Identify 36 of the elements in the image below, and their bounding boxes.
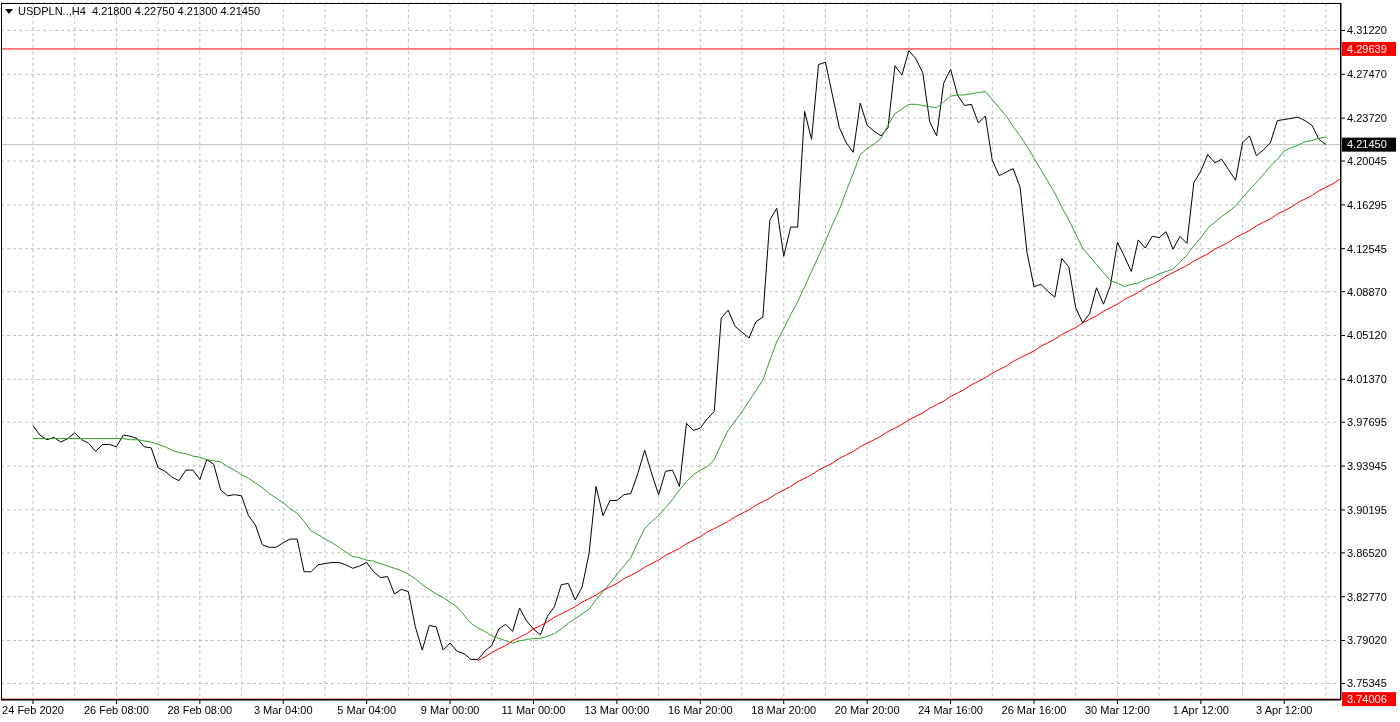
y-tick-label: 4.20045	[1347, 154, 1387, 167]
x-tick-label: 28 Feb 08:00	[167, 703, 233, 716]
ref-line-label: 3.74006	[1347, 692, 1387, 705]
y-tick-label: 4.27470	[1347, 68, 1387, 81]
y-tick-label: 3.93945	[1347, 459, 1387, 472]
y-tick-label: 4.23720	[1347, 112, 1387, 125]
y-tick-label: 3.75345	[1347, 677, 1387, 690]
x-tick-label: 1 Apr 12:00	[1172, 703, 1229, 716]
y-tick-label: 4.05120	[1347, 329, 1387, 342]
x-tick-label: 26 Feb 08:00	[83, 703, 149, 716]
y-tick-label: 3.79020	[1347, 634, 1387, 647]
x-tick-label: 3 Mar 04:00	[253, 703, 313, 716]
x-tick-label: 26 Mar 16:00	[1001, 703, 1067, 716]
x-tick-label: 18 Mar 20:00	[751, 703, 817, 716]
x-tick-label: 20 Mar 20:00	[834, 703, 900, 716]
chart-title: USDPLN..,H4 4.21800 4.22750 4.21300 4.21450	[18, 5, 261, 18]
ref-line-label: 4.29639	[1347, 42, 1387, 55]
y-tick-label: 4.31220	[1347, 24, 1387, 37]
x-tick-label: 13 Mar 00:00	[584, 703, 650, 716]
y-tick-label: 3.82770	[1347, 590, 1387, 603]
x-tick-label: 9 Mar 00:00	[420, 703, 480, 716]
x-tick-label: 30 Mar 12:00	[1084, 703, 1150, 716]
y-tick-label: 3.90195	[1347, 503, 1387, 516]
x-tick-label: 11 Mar 00:00	[501, 703, 566, 716]
y-tick-label: 3.97695	[1347, 416, 1387, 429]
x-tick-label: 24 Mar 16:00	[918, 703, 983, 716]
x-tick-label: 3 Apr 12:00	[1256, 703, 1313, 716]
x-tick-label: 16 Mar 20:00	[667, 703, 733, 716]
x-tick-label: 24 Feb 2020	[2, 703, 64, 716]
x-tick-label: 5 Mar 04:00	[337, 703, 397, 716]
y-tick-label: 4.16295	[1347, 198, 1387, 211]
y-tick-label: 3.86520	[1347, 546, 1387, 559]
y-tick-label: 4.01370	[1347, 373, 1387, 386]
y-tick-label: 4.08870	[1347, 285, 1387, 298]
y-tick-label: 4.12545	[1347, 242, 1387, 255]
ref-line-label: 4.21450	[1347, 138, 1387, 151]
